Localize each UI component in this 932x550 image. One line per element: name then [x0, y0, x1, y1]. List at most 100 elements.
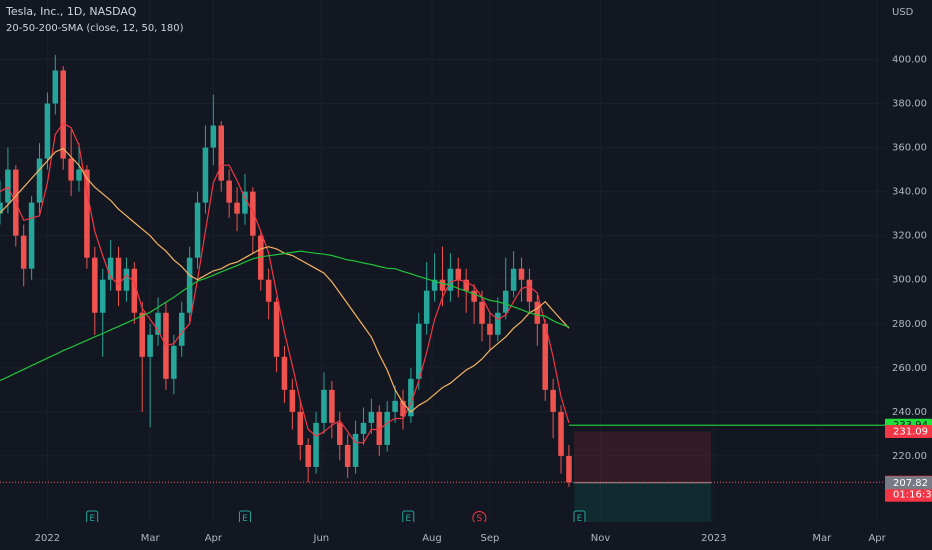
candle-body [400, 400, 406, 417]
candle-body [344, 444, 351, 467]
candle-body [60, 70, 66, 159]
candle-body [542, 323, 548, 390]
countdown: 01:16:38 [893, 489, 932, 500]
price-label-box [885, 476, 932, 490]
candle-body [408, 378, 414, 417]
candle-body [20, 235, 27, 269]
candle-body [76, 169, 82, 181]
event-icon [472, 511, 487, 522]
candle-body [123, 268, 130, 291]
candle-body [321, 389, 327, 423]
candle-body [471, 290, 477, 302]
candle-body [36, 158, 43, 203]
event-label: E [89, 514, 95, 524]
y-tick-label: 380.00 [892, 99, 927, 110]
event-icon [402, 510, 415, 522]
candle-body [234, 202, 240, 214]
candle-body [92, 257, 98, 313]
event-icon [573, 510, 586, 522]
y-tick-label: 280.00 [892, 319, 927, 330]
candle-body [202, 147, 209, 203]
candle-body [297, 411, 304, 445]
event-label: E [577, 514, 583, 524]
candle-body [518, 268, 525, 280]
candle-body [447, 268, 454, 291]
candle-body [392, 400, 398, 412]
y-tick-label: 340.00 [892, 187, 927, 198]
x-tick-label: Apr [205, 533, 223, 544]
price-label: 231.09 [893, 426, 928, 437]
event-icon [86, 510, 99, 522]
candle-body [526, 279, 533, 302]
y-tick-label: 220.00 [892, 451, 927, 462]
candle-body [360, 422, 367, 434]
currency: USD [892, 7, 914, 18]
candle-body [352, 433, 359, 467]
x-tick-label: Sep [480, 533, 499, 544]
candle-body [416, 323, 422, 379]
candle-body [423, 290, 430, 324]
target-zone [574, 482, 712, 522]
candle-body [281, 356, 288, 390]
stop-zone [574, 431, 712, 483]
candle-body [250, 191, 256, 236]
candle-body [329, 389, 335, 423]
candle-body [44, 103, 51, 159]
x-tick-label: Mar [141, 533, 161, 544]
candle-body [131, 268, 138, 313]
x-tick-label: Jun [313, 533, 330, 544]
candle-body [52, 70, 59, 104]
candle-body [28, 202, 35, 269]
candle-body [487, 323, 493, 335]
candle-body [368, 411, 375, 423]
moving-average [0, 250, 570, 382]
event-label: E [405, 514, 411, 524]
candle-body [186, 257, 193, 313]
candle-body [502, 290, 509, 313]
axes: 220.00 240.00 260.00 280.00 300.00 320.00 340.… [35, 54, 932, 544]
candle-body [534, 301, 541, 324]
candle-body [171, 345, 177, 379]
y-tick-label: 400.00 [892, 54, 927, 65]
chart-title: Tesla, Inc., 1D, NASDAQ [5, 5, 137, 18]
candle-body [242, 191, 248, 214]
candle-body [147, 334, 153, 357]
candle-body [226, 180, 232, 203]
event-label: S [477, 514, 483, 524]
moving-average [0, 122, 570, 444]
candle-body [439, 279, 446, 291]
event-icon [238, 510, 251, 522]
y-tick-label: 320.00 [892, 231, 927, 242]
candle-body [463, 279, 469, 291]
candle-body [265, 279, 272, 302]
y-tick-label: 360.00 [892, 143, 927, 154]
candle-body [558, 411, 564, 456]
candle-body [313, 422, 319, 467]
candle-body [305, 444, 311, 467]
candle-body [566, 455, 572, 483]
price-label: 207.82 [893, 478, 928, 489]
y-tick-label: 300.00 [892, 275, 927, 286]
y-tick-label: 240.00 [892, 407, 927, 418]
candle-body [376, 411, 383, 445]
x-tick-label: 2023 [701, 533, 726, 544]
candle-body [115, 257, 122, 291]
candle-body [0, 202, 3, 214]
candle-body [550, 389, 556, 412]
candle-body [455, 268, 462, 280]
candle-body [384, 411, 390, 445]
candle-body [194, 202, 201, 258]
candle-body [139, 312, 145, 357]
candle-body [210, 125, 217, 148]
candle-body [99, 279, 106, 313]
x-tick-label: Aug [422, 533, 442, 544]
candle-body [273, 301, 280, 357]
candle-body [84, 169, 90, 258]
candle-body [337, 422, 343, 445]
price-label-box [885, 424, 932, 438]
event-label: E [242, 514, 248, 524]
indicator-label: 20-50-200-SMA (close, 12, 50, 180) [6, 23, 184, 34]
y-tick-label: 260.00 [892, 363, 927, 374]
